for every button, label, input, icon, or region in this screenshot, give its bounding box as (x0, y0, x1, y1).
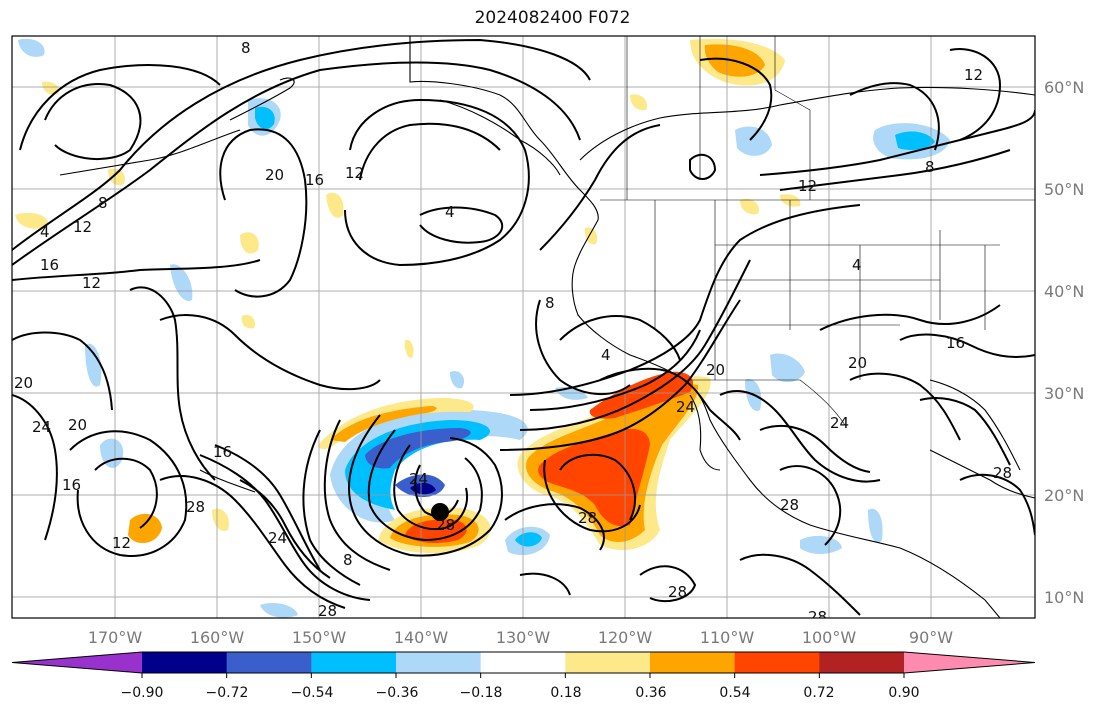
contour-label: 28 (808, 608, 827, 626)
lon-label: 130°W (496, 628, 551, 647)
map-title: 2024082400 F072 (474, 8, 631, 28)
lon-label: 100°W (802, 628, 857, 647)
lat-label: 50°N (1044, 180, 1084, 199)
contour-label: 12 (82, 274, 101, 292)
contour-label: 12 (345, 164, 364, 182)
colorbar-segment (819, 652, 905, 673)
colorbar-tick-label: 0.54 (719, 685, 750, 701)
contour-label: 8 (241, 39, 251, 57)
colorbar-segment (480, 652, 566, 673)
longitude-axis: 170°W 160°W 150°W 140°W 130°W 120°W 110°… (88, 628, 953, 647)
colorbar-tick-label: −0.54 (291, 685, 334, 701)
lon-label: 160°W (190, 628, 245, 647)
contour-label: 20 (265, 166, 284, 184)
contour-label: 28 (436, 516, 455, 534)
colorbar-tick-label: −0.18 (460, 685, 503, 701)
colorbar-extend-low (12, 652, 142, 673)
contour-label: 28 (993, 464, 1012, 482)
colorbar-segment (650, 652, 736, 673)
contour-label: 20 (68, 416, 87, 434)
colorbar-tick-labels: −0.90 −0.72 −0.54 −0.36 −0.18 0.18 0.36 … (121, 685, 920, 701)
contour-label: 28 (668, 583, 687, 601)
contour-label-group: 8 12 16 20 4 12 16 8 12 4 12 20 24 20 16… (14, 39, 1012, 626)
contour-label: 24 (830, 414, 849, 432)
colorbar-tick-label: 0.36 (635, 685, 666, 701)
latitude-axis: 60°N 50°N 40°N 30°N 20°N 10°N (1044, 78, 1084, 607)
contour-lines (12, 38, 1035, 616)
colorbar-tick-label: 0.18 (550, 685, 581, 701)
lat-label: 60°N (1044, 78, 1084, 97)
contour-label: 4 (852, 256, 862, 274)
map-frame (11, 35, 1036, 619)
storm-center-marker (431, 503, 449, 521)
contour-label: 20 (706, 361, 725, 379)
contour-label: 12 (112, 534, 131, 552)
contour-label: 16 (62, 476, 81, 494)
contour-label: 24 (268, 529, 287, 547)
colorbar-tick-label: −0.36 (376, 685, 419, 701)
contour-label: 28 (578, 509, 597, 527)
contour-label: 4 (40, 223, 50, 241)
contour-label: 4 (601, 346, 611, 364)
contour-label: 8 (545, 294, 555, 312)
colorbar (11, 651, 1036, 678)
lon-label: 170°W (88, 628, 143, 647)
colorbar-tick-label: 0.72 (803, 685, 834, 701)
lon-label: 140°W (394, 628, 449, 647)
colorbar-segment (565, 652, 651, 673)
contour-label: 24 (409, 470, 428, 488)
colorbar-tick-label: −0.90 (121, 685, 164, 701)
contour-label: 24 (32, 418, 51, 436)
contour-label: 28 (186, 498, 205, 516)
contour-label: 4 (445, 203, 455, 221)
lon-label: 110°W (700, 628, 755, 647)
lon-label: 90°W (909, 628, 953, 647)
contour-label: 8 (343, 551, 353, 569)
contour-label: 12 (798, 177, 817, 195)
borders (600, 36, 1035, 426)
graticule (12, 36, 1035, 618)
colorbar-segment (142, 652, 228, 673)
colorbar-tick-label: 0.90 (888, 685, 919, 701)
contour-label: 16 (946, 334, 965, 352)
contour-label: 16 (213, 443, 232, 461)
contour-label: 28 (318, 602, 337, 620)
lat-label: 20°N (1044, 486, 1084, 505)
map-content: 8 12 16 20 4 12 16 8 12 4 12 20 24 20 16… (12, 36, 1035, 626)
contour-label: 20 (14, 374, 33, 392)
contour-label: 12 (73, 218, 92, 236)
contour-label: 16 (305, 171, 324, 189)
colorbar-tick-label: −0.72 (206, 685, 249, 701)
contour-label: 12 (964, 66, 983, 84)
contour-label: 16 (40, 256, 59, 274)
lat-label: 10°N (1044, 588, 1084, 607)
colorbar-extend-high (904, 652, 1035, 673)
lat-label: 40°N (1044, 282, 1084, 301)
contour-label: 8 (98, 194, 108, 212)
lon-label: 150°W (292, 628, 347, 647)
lat-label: 30°N (1044, 384, 1084, 403)
contour-label: 24 (676, 398, 695, 416)
lon-label: 120°W (598, 628, 653, 647)
colorbar-segment (311, 652, 397, 673)
colorbar-segment (734, 652, 820, 673)
colorbar-segment (396, 652, 482, 673)
contour-label: 20 (848, 354, 867, 372)
contour-label: 8 (925, 158, 935, 176)
colorbar-segment (226, 652, 312, 673)
contour-label: 28 (780, 496, 799, 514)
